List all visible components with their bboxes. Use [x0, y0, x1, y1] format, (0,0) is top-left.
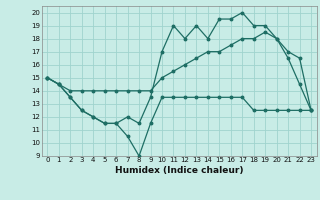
X-axis label: Humidex (Indice chaleur): Humidex (Indice chaleur) [115, 166, 244, 175]
